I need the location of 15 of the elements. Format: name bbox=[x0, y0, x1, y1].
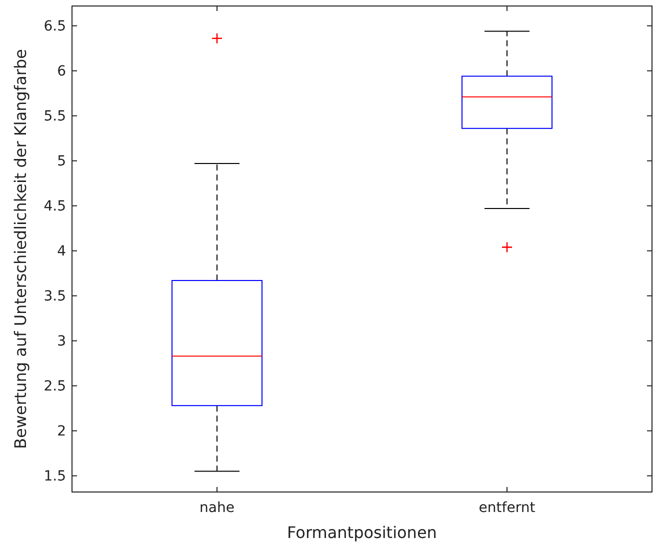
y-tick-label: 1.5 bbox=[44, 468, 66, 485]
y-tick-label: 2.5 bbox=[44, 378, 66, 395]
y-tick-label: 6 bbox=[57, 64, 66, 80]
y-tick-label: 3.5 bbox=[44, 288, 66, 305]
y-tick-label: 3 bbox=[57, 334, 66, 350]
y-tick-label: 5 bbox=[57, 154, 66, 170]
y-tick-label: 2 bbox=[57, 424, 66, 440]
y-tick-label: 5.5 bbox=[44, 108, 66, 125]
y-axis-title: Bewertung auf Unterschiedlichkeit der Klangfarbe bbox=[11, 49, 30, 449]
y-tick-label: 6.5 bbox=[44, 18, 66, 35]
x-tick-label: entfernt bbox=[478, 500, 536, 516]
x-tick-label: nahe bbox=[200, 500, 234, 516]
y-tick-label: 4 bbox=[57, 244, 66, 260]
x-axis-title: Formantpositionen bbox=[287, 523, 437, 542]
y-tick-label: 4.5 bbox=[44, 198, 66, 215]
